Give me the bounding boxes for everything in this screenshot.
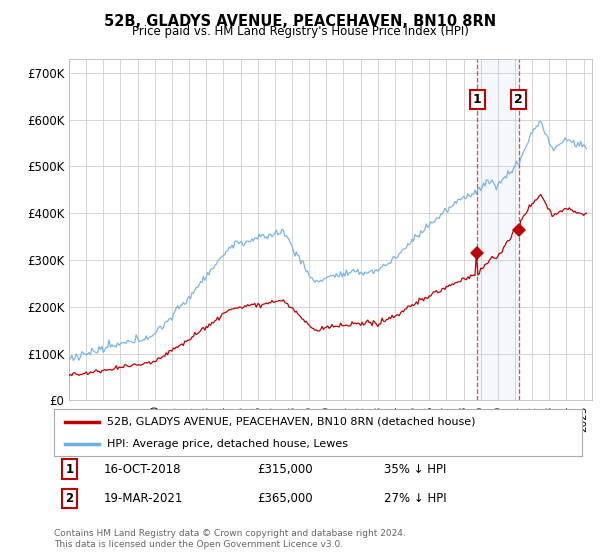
Text: £315,000: £315,000	[257, 463, 313, 476]
Text: HPI: Average price, detached house, Lewes: HPI: Average price, detached house, Lewe…	[107, 438, 348, 449]
Text: 27% ↓ HPI: 27% ↓ HPI	[384, 492, 446, 505]
Text: 52B, GLADYS AVENUE, PEACEHAVEN, BN10 8RN: 52B, GLADYS AVENUE, PEACEHAVEN, BN10 8RN	[104, 14, 496, 29]
Bar	[477, 59, 519, 400]
Text: 1: 1	[65, 463, 74, 476]
Text: 2: 2	[65, 492, 74, 505]
Text: 2: 2	[514, 94, 523, 106]
Text: 52B, GLADYS AVENUE, PEACEHAVEN, BN10 8RN (detached house): 52B, GLADYS AVENUE, PEACEHAVEN, BN10 8RN…	[107, 417, 475, 427]
Text: £365,000: £365,000	[257, 492, 313, 505]
Text: 16-OCT-2018: 16-OCT-2018	[104, 463, 182, 476]
Text: 19-MAR-2021: 19-MAR-2021	[104, 492, 184, 505]
Text: Contains HM Land Registry data © Crown copyright and database right 2024.
This d: Contains HM Land Registry data © Crown c…	[54, 529, 406, 549]
Text: Price paid vs. HM Land Registry's House Price Index (HPI): Price paid vs. HM Land Registry's House …	[131, 25, 469, 38]
Text: 35% ↓ HPI: 35% ↓ HPI	[384, 463, 446, 476]
Text: 1: 1	[473, 94, 481, 106]
